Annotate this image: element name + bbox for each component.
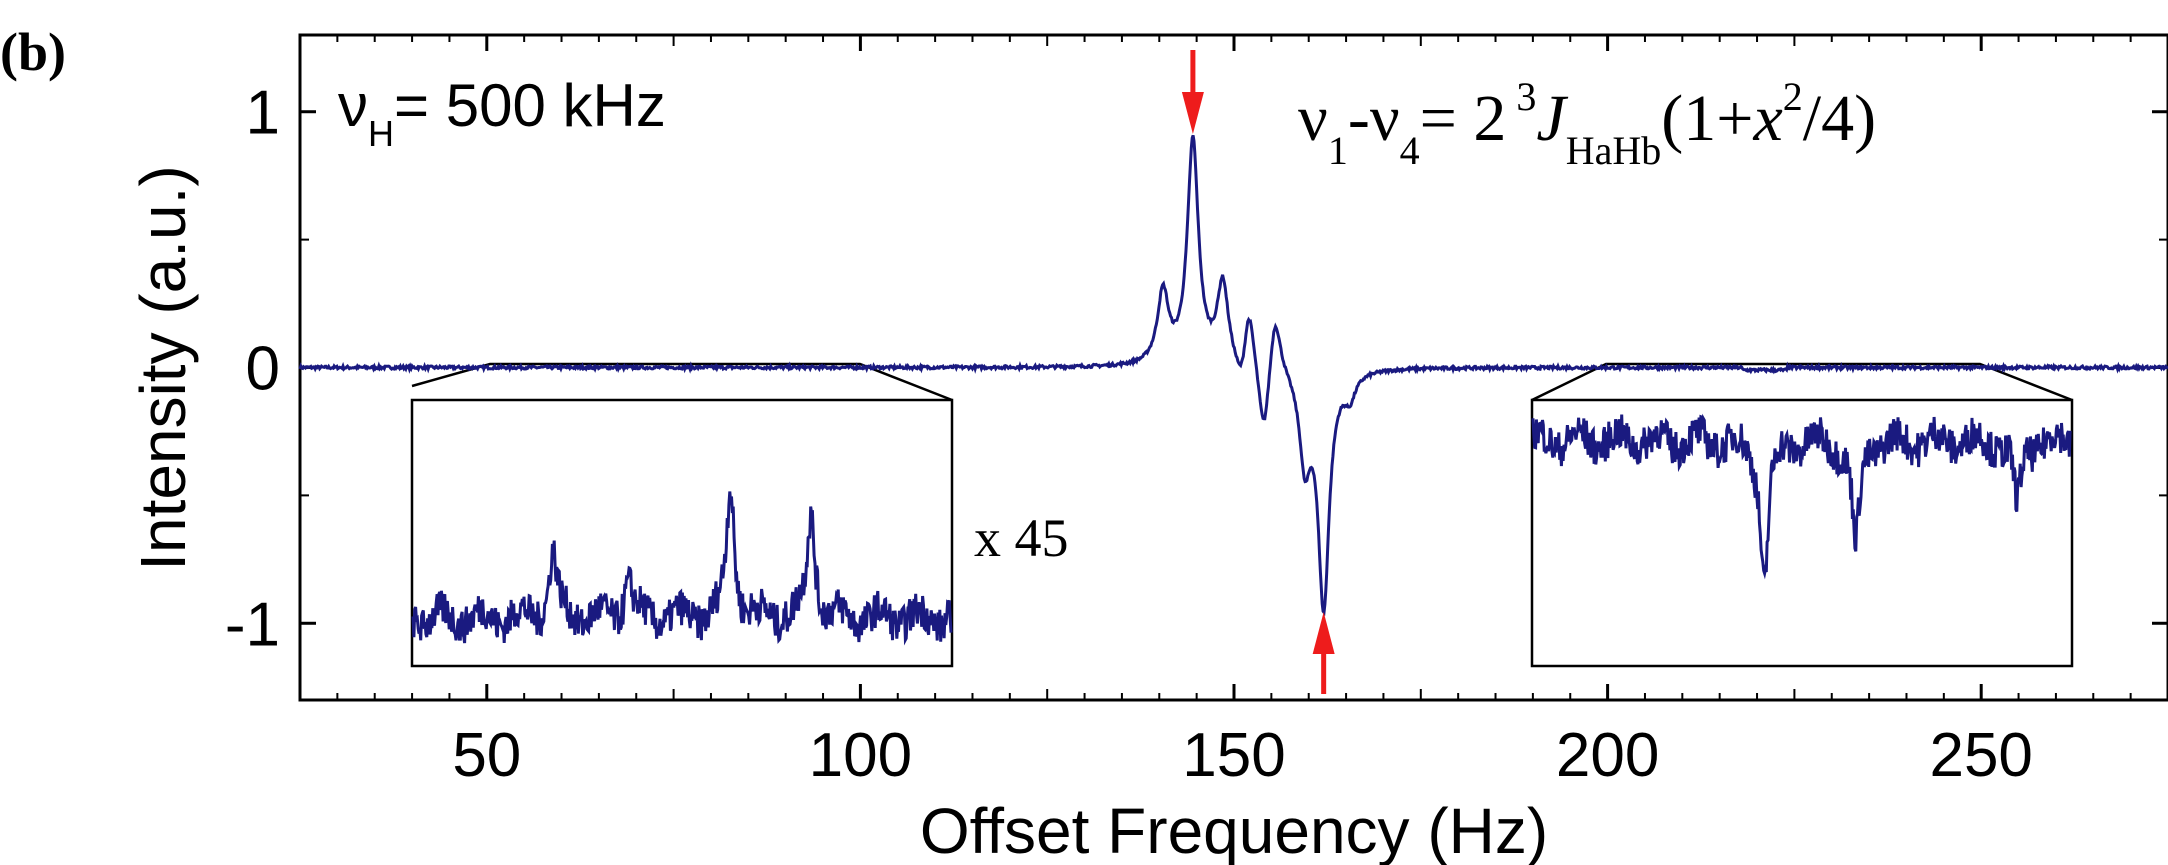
field-value: = 500 kHz [394, 72, 666, 139]
panel-label: (b) [0, 22, 66, 82]
formula-dash: - [1348, 82, 1370, 155]
field-strength-label: νH= 500 kHz [338, 72, 666, 154]
formula-tail: /4) [1803, 82, 1876, 155]
formula-sup2: 2 [1783, 74, 1803, 119]
y-tick-label: 0 [246, 335, 280, 404]
formula-sub-hahb: HaHb [1566, 128, 1662, 173]
y-tick-label: -1 [225, 590, 280, 659]
x-tick-label: 100 [809, 721, 912, 790]
x-tick-label: 150 [1182, 721, 1285, 790]
y-axis-label: Intensity (a.u.) [127, 165, 199, 571]
right-inset-connector [1531, 362, 2073, 402]
left-inset-spectrum-line [411, 491, 953, 646]
y-tick-label: 1 [246, 79, 280, 148]
x-axis-label: Offset Frequency (Hz) [920, 795, 1548, 865]
arrow-up-head [1312, 612, 1335, 654]
formula-sup3: 3 [1516, 74, 1536, 119]
x-tick-label: 250 [1929, 721, 2032, 790]
formula-nu1: ν [1298, 82, 1328, 155]
x-tick-label: 200 [1556, 721, 1659, 790]
formula-open: (1+ [1661, 82, 1753, 155]
inset-scale-label: x 45 [974, 508, 1069, 568]
right-inset-spectrum-line [1531, 413, 2072, 580]
formula-j: J [1536, 82, 1568, 155]
spectrum-line [298, 134, 2168, 617]
peak-arrows [1181, 50, 1335, 694]
left-inset-connector [411, 362, 953, 402]
formula-nu4: ν [1370, 82, 1400, 155]
x-tick-label: 50 [452, 721, 521, 790]
coupling-formula: ν1-ν4= 2 3JHaHb(1+x2/4) [1298, 74, 1876, 173]
formula-sub4: 4 [1400, 128, 1420, 173]
field-nu-subscript: H [368, 113, 394, 154]
field-nu-symbol: ν [338, 72, 368, 139]
arrow-down-head [1181, 92, 1204, 134]
formula-x: x [1752, 82, 1782, 155]
formula-sub1: 1 [1328, 128, 1348, 173]
formula-eq: = 2 [1420, 82, 1507, 155]
